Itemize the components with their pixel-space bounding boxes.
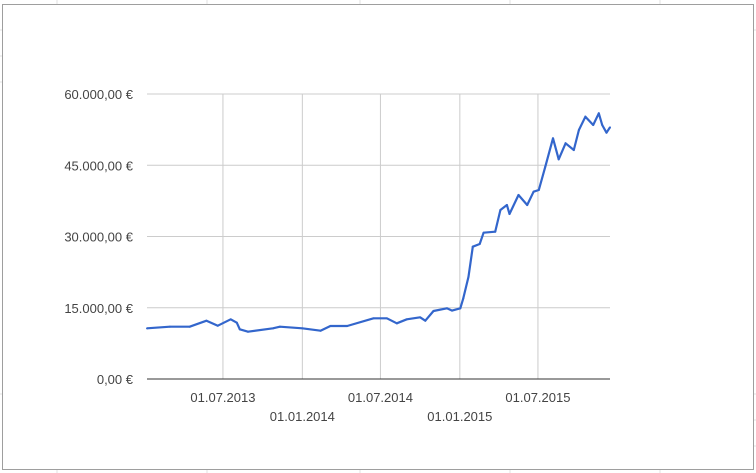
data-point [278, 325, 281, 328]
data-point [238, 328, 241, 331]
x-tick-label: 01.01.2015 [427, 409, 492, 424]
data-point [494, 230, 497, 233]
data-point [372, 317, 375, 320]
x-tick-label: 01.07.2014 [348, 390, 413, 405]
data-point [577, 129, 580, 132]
data-point [445, 307, 448, 310]
data-point [424, 319, 427, 322]
data-point [451, 309, 454, 312]
y-tick-label: 15.000,00 € [64, 301, 133, 316]
data-point [537, 188, 540, 191]
data-point [467, 275, 470, 278]
data-point [592, 124, 595, 127]
x-tick-label: 01.07.2015 [505, 390, 570, 405]
series-line [146, 112, 611, 333]
data-point [526, 204, 529, 207]
data-points [146, 112, 611, 333]
data-point [552, 137, 555, 140]
data-point [405, 318, 408, 321]
data-point [301, 327, 304, 330]
data-point [395, 322, 398, 325]
data-point [601, 124, 604, 127]
y-tick-label: 30.000,00 € [64, 230, 133, 245]
data-point [517, 193, 520, 196]
data-point [499, 208, 502, 211]
data-point [597, 112, 600, 115]
data-point [235, 321, 238, 324]
data-point [544, 165, 547, 168]
data-point [471, 245, 474, 248]
data-point [432, 309, 435, 312]
data-point [478, 243, 481, 246]
data-point [319, 329, 322, 332]
data-point [385, 317, 388, 320]
data-point [146, 327, 148, 330]
data-point [572, 149, 575, 152]
data-point [584, 115, 587, 118]
data-point [505, 204, 508, 207]
y-tick-label: 45.000,00 € [64, 158, 133, 173]
data-point [532, 190, 535, 193]
x-tick-label: 01.01.2014 [270, 409, 335, 424]
data-point [482, 231, 485, 234]
data-point [229, 318, 232, 321]
data-point [605, 131, 608, 134]
data-point [462, 297, 465, 300]
data-point [459, 307, 462, 310]
y-tick-label: 0,00 € [97, 372, 134, 387]
data-point [271, 327, 274, 330]
data-point [609, 126, 611, 129]
data-point [188, 325, 191, 328]
data-point [557, 158, 560, 161]
data-point [168, 325, 171, 328]
data-point [246, 330, 249, 333]
data-point [216, 324, 219, 327]
y-tick-label: 60.000,00 € [64, 87, 133, 102]
data-point [205, 319, 208, 322]
data-point [508, 212, 511, 215]
data-point [346, 324, 349, 327]
data-point [564, 142, 567, 145]
data-point [419, 316, 422, 319]
data-point [329, 324, 332, 327]
x-tick-label: 01.07.2013 [190, 390, 255, 405]
